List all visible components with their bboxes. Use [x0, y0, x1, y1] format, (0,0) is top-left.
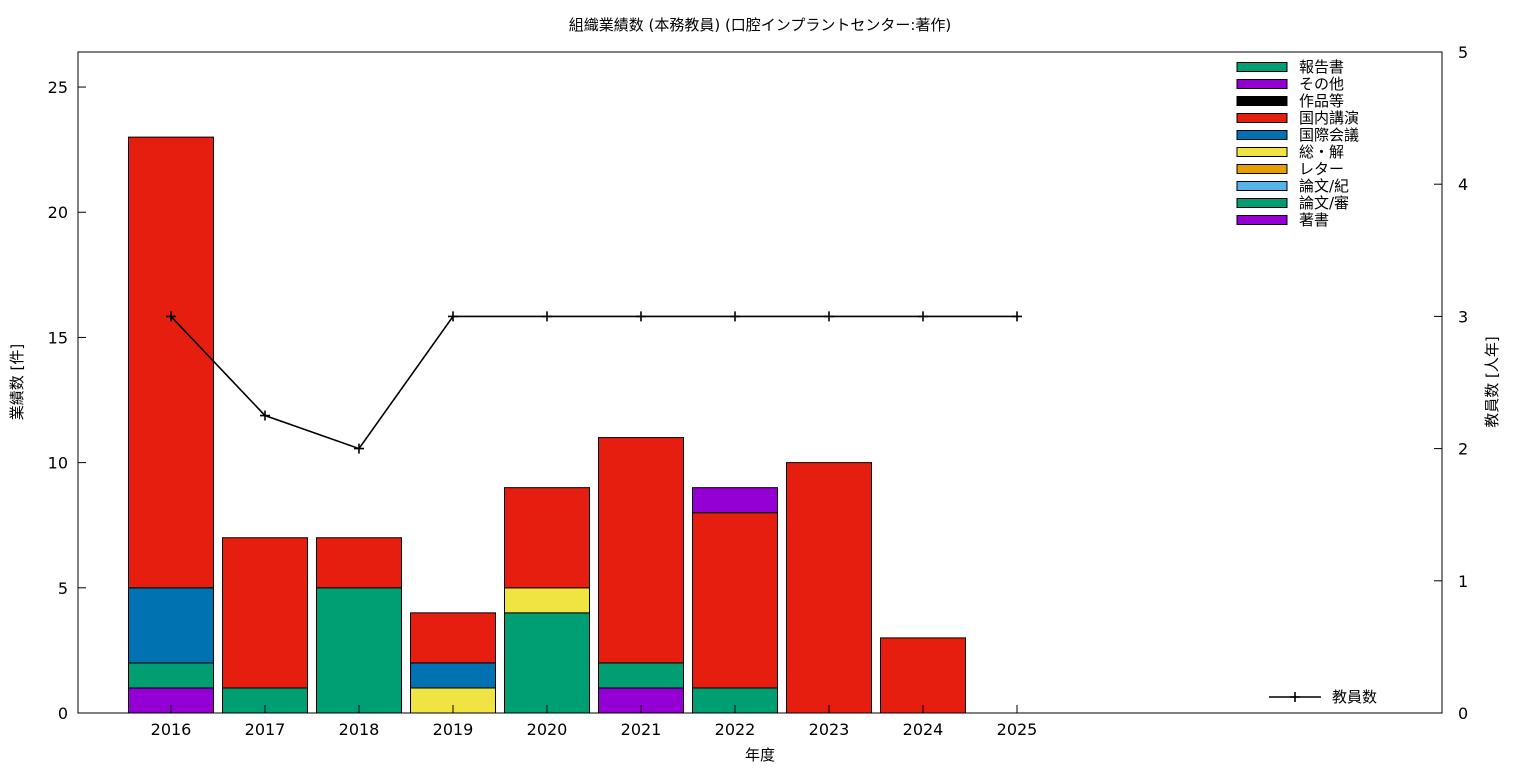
legend-swatch-7 [1236, 181, 1288, 191]
bar-2021-6 [598, 437, 684, 664]
x-tick-label-2017: 2017 [245, 720, 286, 739]
line-layer [166, 311, 1022, 454]
legend-swatch-9 [1236, 215, 1288, 225]
teacher-count-point-2019 [448, 311, 458, 322]
plot-frame [77, 51, 1443, 714]
bar-2020-6 [504, 487, 590, 589]
y-axis-label: 業績数 [件] [8, 344, 26, 420]
teacher-count-point-2017 [260, 410, 270, 421]
y-tick-label-5: 5 [58, 579, 68, 598]
y2-tick-label-3: 3 [1458, 307, 1468, 326]
y2-tick-label-4: 4 [1458, 175, 1468, 194]
x-tick-label-2018: 2018 [339, 720, 380, 739]
teacher-count-line [170, 315, 1017, 450]
x-tick-label-2016: 2016 [151, 720, 192, 739]
y2-tick-label-0: 0 [1458, 704, 1468, 723]
bar-2022-6 [692, 512, 778, 689]
chart-title: 組織業績数 (本務教員) (口腔インプラントセンター:著作) [569, 16, 952, 34]
x-tick-label-2023: 2023 [809, 720, 850, 739]
bars-layer [128, 136, 966, 714]
teacher-count-point-2023 [824, 311, 834, 322]
legend-label-0: 報告書 [1299, 58, 1344, 76]
y2-tick-label-2: 2 [1458, 440, 1468, 459]
legend-swatch-6 [1236, 164, 1288, 174]
y2-tick-label-5: 5 [1458, 43, 1468, 62]
x-tick-label-2020: 2020 [527, 720, 568, 739]
legend-swatch-3 [1236, 113, 1288, 123]
legend-swatch-0 [1236, 62, 1288, 72]
legend-label-3: 国内講演 [1299, 109, 1359, 127]
x-tick-label-2025: 2025 [997, 720, 1038, 739]
y2-axis-label: 教員数 [人年] [1483, 336, 1501, 427]
bar-2016-5 [128, 587, 214, 664]
y2-tick-label-1: 1 [1458, 572, 1468, 591]
legend-label-8: 論文/審 [1299, 194, 1349, 212]
bar-2018-1 [316, 587, 402, 714]
teacher-count-point-2018 [354, 443, 364, 454]
teacher-count-point-2025 [1012, 311, 1022, 322]
legend-swatch-5 [1236, 147, 1288, 157]
bar-2016-1 [128, 662, 214, 689]
y-tick-label-10: 10 [48, 454, 68, 473]
legend-swatch-1 [1236, 79, 1288, 89]
legend-swatch-4 [1236, 130, 1288, 140]
legend-swatch-8 [1236, 198, 1288, 208]
legend-line-label: 教員数 [1332, 688, 1377, 706]
legend-label-5: 総・解 [1299, 143, 1344, 161]
x-tick-label-2024: 2024 [903, 720, 944, 739]
legend-label-2: 作品等 [1299, 92, 1344, 110]
bar-2020-1 [504, 612, 590, 714]
x-tick-label-2021: 2021 [621, 720, 662, 739]
legend-line-marker [1290, 692, 1300, 702]
teacher-count-point-2024 [918, 311, 928, 322]
y-tick-label-0: 0 [58, 704, 68, 723]
y-tick-label-20: 20 [48, 203, 68, 222]
legend-label-7: 論文/紀 [1299, 177, 1349, 195]
teacher-count-point-2021 [636, 311, 646, 322]
bar-2023-6 [786, 462, 872, 714]
teacher-count-point-2016 [166, 311, 176, 322]
bar-2022-8 [692, 487, 778, 514]
bar-2019-6 [410, 612, 496, 664]
legend-label-1: その他 [1299, 75, 1344, 93]
bar-2021-1 [598, 662, 684, 689]
legend-label-9: 著書 [1299, 211, 1329, 229]
x-axis-label: 年度 [745, 746, 775, 764]
bar-2024-6 [880, 637, 966, 714]
bar-2016-6 [128, 136, 214, 589]
y-tick-label-25: 25 [48, 78, 68, 97]
bar-2018-6 [316, 537, 402, 589]
legend-label-6: レター [1299, 160, 1344, 178]
bar-2017-6 [222, 537, 308, 689]
legend-swatch-2 [1236, 96, 1288, 106]
bar-2020-4 [504, 587, 590, 614]
y-tick-label-15: 15 [48, 328, 68, 347]
x-tick-label-2022: 2022 [715, 720, 756, 739]
legend-label-4: 国際会議 [1299, 126, 1359, 144]
teacher-count-point-2022 [730, 311, 740, 322]
x-tick-label-2019: 2019 [433, 720, 474, 739]
bar-2019-5 [410, 662, 496, 689]
teacher-count-point-2020 [542, 311, 552, 322]
